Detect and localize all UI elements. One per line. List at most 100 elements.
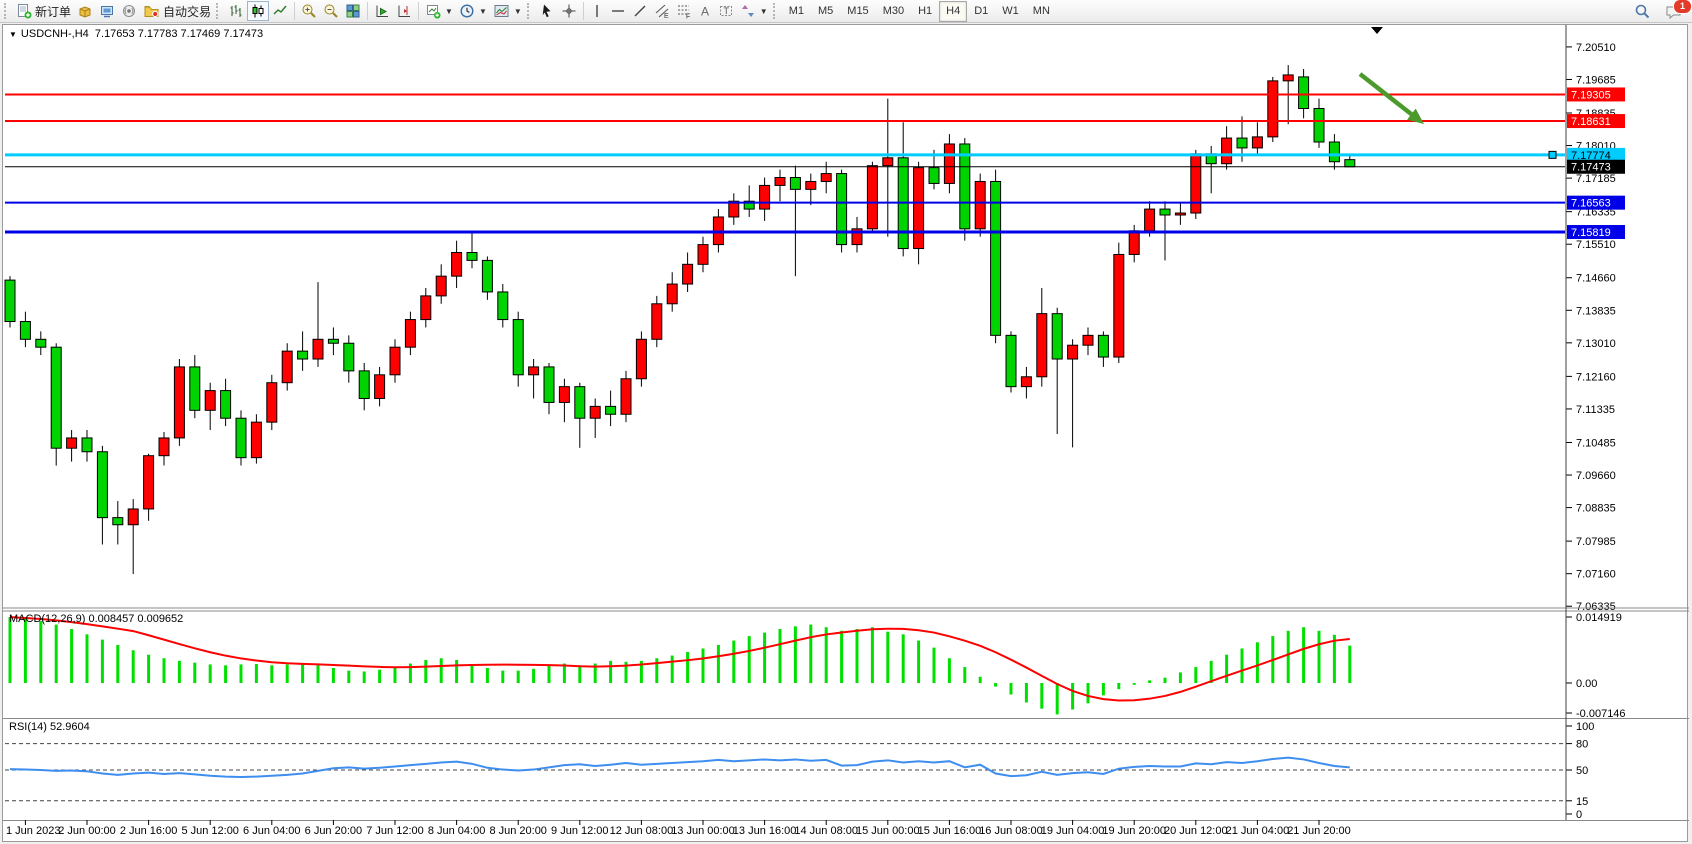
price-axis-label: 7.09660 — [1576, 470, 1616, 482]
candle-body — [620, 378, 632, 415]
zoom-out-button[interactable] — [320, 1, 342, 21]
fibonacci-button[interactable]: F — [673, 1, 695, 21]
arrows-button[interactable]: ▼ — [737, 1, 771, 21]
candle-body — [1344, 159, 1356, 168]
data-window-button[interactable] — [74, 1, 96, 21]
periods-button[interactable]: ▼ — [456, 1, 490, 21]
price-axis-label: 7.12160 — [1576, 371, 1616, 383]
zoom-out-icon — [323, 3, 339, 19]
chart-line-button[interactable] — [269, 1, 291, 21]
candle-body — [1082, 334, 1094, 346]
chart-shift-button[interactable] — [393, 1, 415, 21]
chart-candlesticks-button[interactable] — [247, 1, 270, 21]
bar-chart-icon — [228, 3, 244, 19]
candle-body — [96, 451, 108, 519]
price-badge-label: 7.17473 — [1571, 162, 1611, 174]
auto-trading-label: 自动交易 — [163, 4, 212, 19]
candle-body — [389, 346, 401, 376]
candle-body — [497, 291, 509, 321]
horizontal-line-icon — [610, 3, 626, 19]
candle-body — [1097, 334, 1109, 358]
candle-body — [512, 319, 524, 376]
notifications-button[interactable]: 1 — [1662, 0, 1692, 22]
candle-body — [158, 437, 170, 457]
candle-body — [1251, 136, 1263, 149]
tile-windows-button[interactable] — [342, 1, 364, 21]
chart-ohlc-values: 7.17653 7.17783 7.17469 7.17473 — [94, 28, 264, 40]
time-axis-label: 6 Jun 20:00 — [305, 825, 363, 837]
crosshair-button[interactable] — [558, 1, 580, 21]
candle-body — [220, 390, 232, 419]
templates-button[interactable]: ▼ — [490, 1, 525, 21]
auto-trading-icon — [143, 3, 160, 19]
search-button[interactable] — [1631, 2, 1654, 22]
new-chart-button[interactable]: ▼ — [422, 1, 456, 21]
price-axis-label: 7.14660 — [1576, 273, 1616, 285]
auto-trading-button[interactable]: 自动交易 — [140, 1, 214, 21]
trendline-button[interactable] — [629, 1, 651, 21]
toolbar-grip — [526, 3, 534, 19]
tf-m15-button[interactable]: M15 — [847, 5, 869, 17]
candle-body — [558, 386, 570, 403]
tf-h4-button[interactable]: H4 — [939, 0, 968, 22]
time-axis-label: 21 Jun 04:00 — [1226, 825, 1290, 837]
new-order-button[interactable]: 新订单 — [13, 1, 74, 21]
chart-bars-button[interactable] — [225, 1, 247, 21]
candle-body — [35, 338, 47, 348]
toolbar-grip — [772, 3, 780, 19]
cursor-arrow-icon — [539, 3, 555, 19]
equidistant-channel-button[interactable]: E — [651, 1, 673, 21]
signals-button[interactable] — [118, 1, 140, 21]
candle-body — [266, 382, 278, 423]
candle-body — [990, 180, 1002, 336]
time-axis-label: 7 Jun 12:00 — [366, 825, 424, 837]
hline-drag-handle[interactable] — [1548, 150, 1557, 159]
auto-scroll-icon — [374, 3, 390, 19]
candle-body — [836, 173, 848, 246]
text-button[interactable]: A — [695, 1, 715, 21]
navigator-icon — [99, 3, 115, 19]
tf-w1-button[interactable]: W1 — [1002, 5, 1019, 17]
auto-scroll-button[interactable] — [371, 1, 393, 21]
candle-body — [281, 350, 293, 384]
vertical-line-button[interactable] — [587, 1, 607, 21]
price-axis-label: 7.20510 — [1576, 42, 1616, 54]
macd-axis-label: 0.00 — [1576, 678, 1597, 690]
toolbar-grip — [4, 3, 11, 19]
navigator-button[interactable] — [96, 1, 118, 21]
candle-body — [666, 283, 678, 305]
tf-mn-button[interactable]: MN — [1032, 5, 1050, 17]
line-chart-icon — [272, 3, 288, 19]
candle-body — [204, 390, 216, 411]
candle-body — [728, 200, 740, 218]
candle-body — [820, 173, 832, 182]
text-label-button[interactable]: T — [715, 1, 737, 21]
candle-body — [327, 338, 339, 344]
tf-m5-button[interactable]: M5 — [818, 5, 834, 17]
chart-shift-marker[interactable] — [1371, 27, 1383, 34]
time-axis-label: 15 Jun 00:00 — [856, 825, 920, 837]
macd-axis-label: 0.014919 — [1576, 612, 1622, 624]
time-axis-label: 9 Jun 12:00 — [551, 825, 609, 837]
tf-h1-button[interactable]: H1 — [918, 5, 933, 17]
toolbar-separator — [418, 2, 420, 20]
candle-body — [1051, 313, 1063, 360]
tf-m30-button[interactable]: M30 — [882, 5, 905, 17]
tf-m1-button[interactable]: M1 — [788, 5, 804, 17]
horizontal-line-button[interactable] — [607, 1, 629, 21]
annotation-arrow[interactable] — [1358, 72, 1417, 119]
cursor-button[interactable] — [536, 1, 558, 21]
chart-title-collapse-icon[interactable]: ▼ — [9, 30, 17, 39]
time-axis-label: 15 Jun 16:00 — [918, 825, 982, 837]
price-axis-label: 7.08835 — [1576, 503, 1616, 515]
signals-icon — [121, 3, 137, 19]
tf-d1-button[interactable]: D1 — [974, 5, 989, 17]
time-axis-label: 8 Jun 20:00 — [489, 825, 547, 837]
candle-body — [1036, 313, 1048, 378]
toolbar-separator — [582, 2, 584, 20]
rsi-indicator-label: RSI(14) 52.9604 — [9, 721, 90, 733]
zoom-in-button[interactable] — [298, 1, 320, 21]
time-axis-label: 5 Jun 12:00 — [181, 825, 239, 837]
candle-body — [374, 374, 386, 399]
